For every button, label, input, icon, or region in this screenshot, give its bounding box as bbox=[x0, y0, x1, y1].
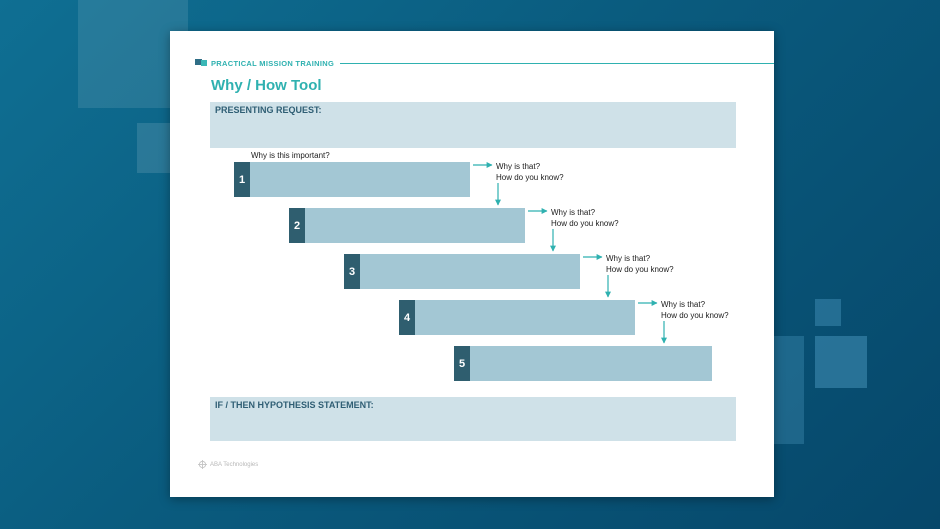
step-1-number: 1 bbox=[234, 162, 250, 197]
bg-square-top-left bbox=[78, 0, 188, 108]
page-header: PRACTICAL MISSION TRAINING bbox=[195, 58, 774, 68]
page-footer: ABA Technologies bbox=[198, 460, 258, 469]
step-2-questions: Why is that? How do you know? bbox=[551, 207, 619, 229]
step-4-bar: 4 bbox=[399, 300, 635, 335]
step-3-number: 3 bbox=[344, 254, 360, 289]
step-4-number: 4 bbox=[399, 300, 415, 335]
step-3-how: How do you know? bbox=[606, 265, 674, 274]
flow-arrows bbox=[473, 162, 667, 344]
step-5-number: 5 bbox=[454, 346, 470, 381]
header-label: PRACTICAL MISSION TRAINING bbox=[211, 58, 335, 68]
hypothesis-label: IF / THEN HYPOTHESIS STATEMENT: bbox=[215, 400, 374, 410]
step-1-how: How do you know? bbox=[496, 173, 564, 182]
mission-logo-icon bbox=[195, 59, 207, 67]
step-2-how: How do you know? bbox=[551, 219, 619, 228]
bg-square-right-small bbox=[815, 299, 841, 326]
bg-square-right-tall bbox=[774, 336, 804, 444]
step-3-questions: Why is that? How do you know? bbox=[606, 253, 674, 275]
footer-text: ABA Technologies bbox=[210, 461, 259, 468]
step-2-why: Why is that? bbox=[551, 208, 596, 217]
bg-square-right-large bbox=[815, 336, 867, 388]
step-3-why: Why is that? bbox=[606, 254, 651, 263]
hypothesis-box: IF / THEN HYPOTHESIS STATEMENT: bbox=[210, 397, 736, 441]
step-5-bar: 5 bbox=[454, 346, 712, 381]
step-1-bar: 1 bbox=[234, 162, 470, 197]
header-divider bbox=[340, 62, 774, 64]
step-4-why: Why is that? bbox=[661, 300, 706, 309]
page-title: Why / How Tool bbox=[211, 77, 322, 94]
step-1-why: Why is that? bbox=[496, 162, 541, 171]
worksheet-page: PRACTICAL MISSION TRAINING Why / How Too… bbox=[170, 31, 774, 497]
aba-logo-icon bbox=[198, 460, 207, 469]
why-important-label: Why is this important? bbox=[251, 151, 330, 160]
step-3-bar: 3 bbox=[344, 254, 580, 289]
presenting-request-label: PRESENTING REQUEST: bbox=[215, 105, 322, 115]
step-4-how: How do you know? bbox=[661, 311, 729, 320]
step-2-bar: 2 bbox=[289, 208, 525, 243]
step-4-questions: Why is that? How do you know? bbox=[661, 299, 729, 321]
step-2-number: 2 bbox=[289, 208, 305, 243]
step-1-questions: Why is that? How do you know? bbox=[496, 161, 564, 183]
presenting-request-box: PRESENTING REQUEST: bbox=[210, 102, 736, 148]
